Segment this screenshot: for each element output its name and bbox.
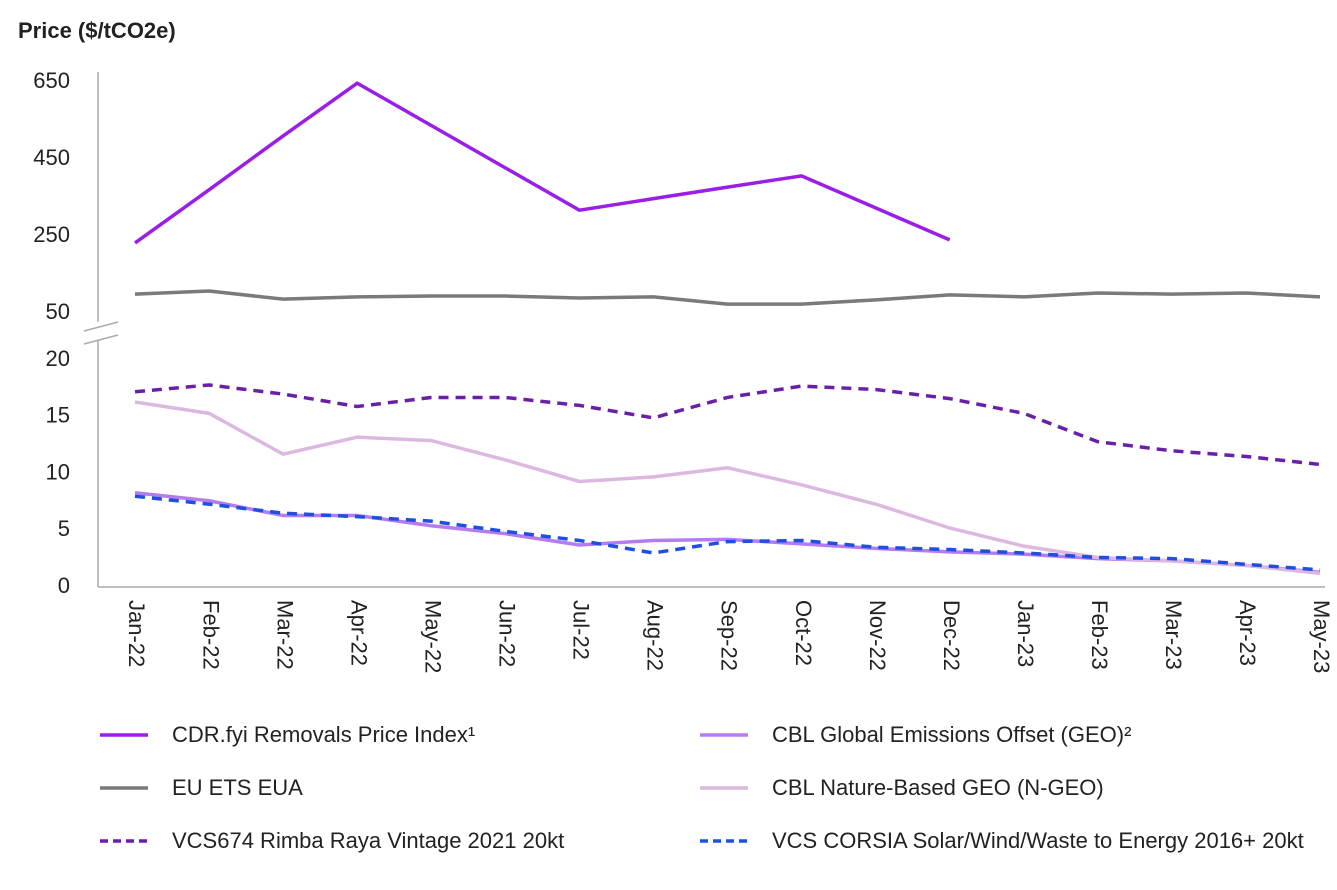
y-tick-label: 20 (46, 346, 70, 371)
x-tick-label: Mar-23 (1161, 600, 1186, 670)
legend-label: VCS CORSIA Solar/Wind/Waste to Energy 20… (772, 828, 1304, 853)
y-tick-label: 5 (58, 516, 70, 541)
legend-item: CDR.fyi Removals Price Index¹ (100, 722, 700, 767)
x-tick-label: Dec-22 (939, 600, 964, 671)
y2-tick-label: 450 (33, 145, 70, 170)
x-tick-label: Nov-22 (865, 600, 890, 671)
y-tick-label: 10 (46, 459, 70, 484)
legend-swatch (700, 786, 748, 790)
legend-swatch (100, 839, 148, 843)
legend-label: CBL Global Emissions Offset (GEO)² (772, 722, 1132, 747)
y-tick-label: 15 (46, 403, 70, 428)
legend-swatch (100, 786, 148, 790)
y2-tick-label: 650 (33, 68, 70, 93)
series-line (133, 81, 951, 245)
x-tick-label: May-23 (1309, 600, 1334, 673)
legend-swatch (700, 733, 748, 737)
x-tick-label: Apr-22 (346, 600, 371, 666)
y2-tick-label: 50 (46, 299, 70, 324)
x-tick-label: May-22 (420, 600, 445, 673)
legend: CDR.fyi Removals Price Index¹ CBL Global … (100, 722, 1330, 873)
x-tick-label: Sep-22 (717, 600, 742, 671)
chart-title: Price ($/tCO2e) (18, 18, 176, 43)
x-tick-label: Aug-22 (643, 600, 668, 671)
series-line (134, 383, 1321, 467)
legend-item: CBL Global Emissions Offset (GEO)² (700, 722, 1330, 767)
axis-break (83, 321, 119, 332)
legend-label: CBL Nature-Based GEO (N-GEO) (772, 775, 1104, 800)
series-line (134, 400, 1321, 576)
x-tick-label: Jan-23 (1013, 600, 1038, 667)
legend-swatch (700, 839, 748, 843)
x-tick-label: Oct-22 (791, 600, 816, 666)
x-tick-label: Jan-22 (124, 600, 149, 667)
axis-break (83, 334, 119, 345)
x-tick-label: Jun-22 (495, 600, 520, 667)
x-tick-label: Jul-22 (569, 600, 594, 660)
legend-item: VCS CORSIA Solar/Wind/Waste to Energy 20… (700, 828, 1330, 873)
legend-item: EU ETS EUA (100, 775, 700, 820)
legend-swatch (100, 733, 148, 737)
x-tick-label: Apr-23 (1235, 600, 1260, 666)
series-line (134, 289, 1321, 306)
x-tick-label: Feb-22 (198, 600, 223, 670)
legend-label: CDR.fyi Removals Price Index¹ (172, 722, 476, 747)
legend-item: CBL Nature-Based GEO (N-GEO) (700, 775, 1330, 820)
legend-label: EU ETS EUA (172, 775, 303, 800)
x-tick-label: Mar-22 (272, 600, 297, 670)
legend-item: VCS674 Rimba Raya Vintage 2021 20kt (100, 828, 700, 873)
series-line (134, 494, 1321, 572)
y2-tick-label: 250 (33, 222, 70, 247)
y-tick-label: 0 (58, 573, 70, 598)
x-tick-label: Feb-23 (1087, 600, 1112, 670)
legend-label: VCS674 Rimba Raya Vintage 2021 20kt (172, 828, 565, 853)
